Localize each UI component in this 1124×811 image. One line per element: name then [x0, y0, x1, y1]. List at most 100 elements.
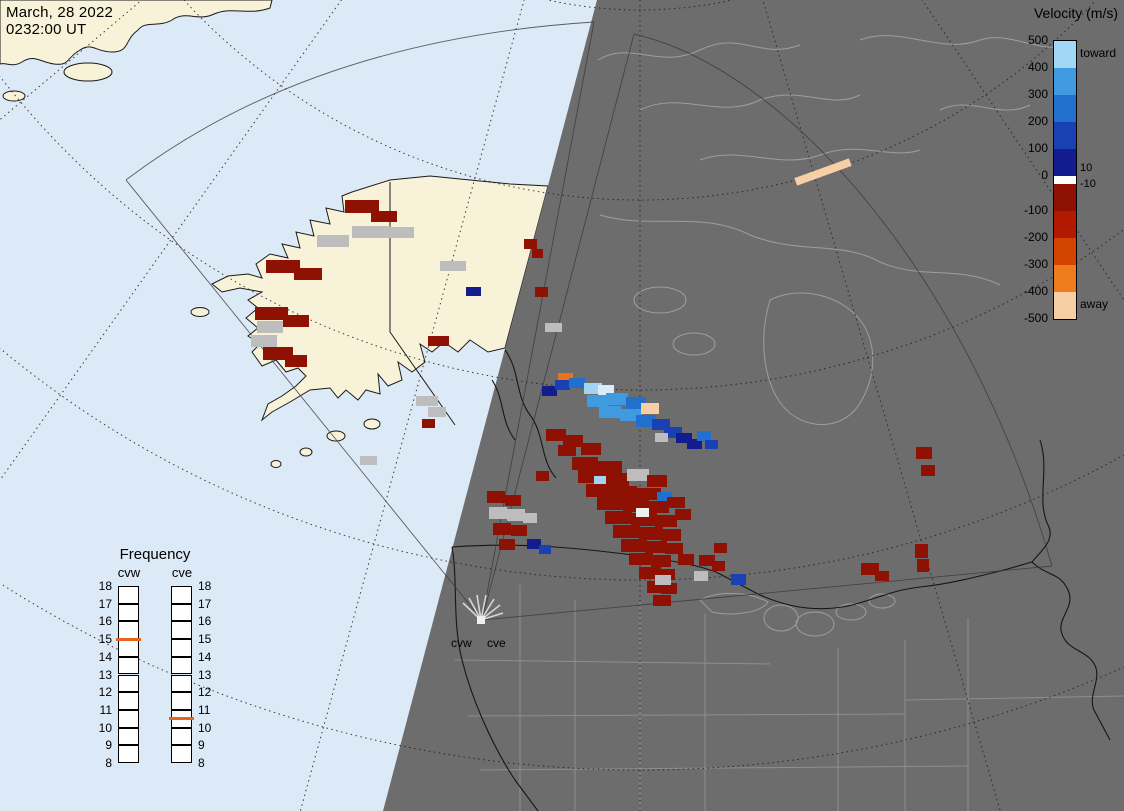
colorbar-tick-label: -200 — [1008, 230, 1048, 244]
frequency-box — [171, 621, 192, 639]
frequency-box — [118, 692, 139, 710]
frequency-box — [118, 657, 139, 675]
echo-cell — [251, 335, 277, 347]
echo-cell — [487, 491, 505, 503]
echo-cell — [712, 561, 725, 571]
colorbar-tick-label: 0 — [1008, 168, 1048, 182]
echo-cell — [532, 249, 543, 258]
frequency-tick-label: 12 — [198, 685, 232, 699]
frequency-tick-label: 13 — [78, 668, 112, 682]
echo-cell — [536, 471, 549, 481]
echo-cell — [599, 406, 621, 418]
frequency-tick-label: 14 — [198, 650, 232, 664]
frequency-tick-label: 15 — [78, 632, 112, 646]
echo-cell — [627, 469, 649, 481]
away-label: away — [1080, 297, 1108, 311]
frequency-tick-label: 18 — [198, 579, 232, 593]
frequency-box — [118, 728, 139, 746]
echo-cell — [917, 559, 929, 572]
echo-cell — [572, 457, 598, 470]
echo-cell — [523, 513, 537, 523]
frequency-box — [118, 710, 139, 728]
echo-cell — [694, 571, 708, 581]
echo-cell — [507, 509, 525, 521]
echo-cell — [569, 378, 585, 388]
colorbar-segment — [1054, 122, 1076, 149]
frequency-tick-label: 8 — [198, 756, 232, 770]
colorbar-tick-label: 500 — [1008, 33, 1048, 47]
frequency-tick-label: 12 — [78, 685, 112, 699]
frequency-tick-label: 14 — [78, 650, 112, 664]
echo-cell — [545, 323, 562, 332]
echo-cell — [489, 507, 507, 519]
echo-cell — [613, 525, 640, 538]
toward-label: toward — [1080, 46, 1116, 60]
frequency-tick-label: 11 — [198, 703, 232, 717]
date-text: March, 28 2022 — [6, 4, 113, 21]
colorbar-segment — [1054, 149, 1076, 176]
timestamp-block: March, 28 2022 0232:00 UT — [6, 4, 113, 38]
echo-cell — [542, 386, 557, 396]
frequency-box — [171, 657, 192, 675]
island — [3, 91, 25, 101]
echo-cell — [647, 475, 667, 487]
echo-cell — [678, 554, 694, 565]
colorbar-segment — [1054, 265, 1076, 292]
island — [271, 461, 281, 468]
echo-cell — [539, 545, 551, 554]
echo-cell — [371, 211, 397, 222]
echo-cell — [665, 543, 683, 554]
frequency-tick-label: 16 — [78, 614, 112, 628]
echo-cell — [505, 495, 521, 506]
colorbar-tick-label: 400 — [1008, 60, 1048, 74]
frequency-tick-label: 8 — [78, 756, 112, 770]
echo-cell — [535, 287, 548, 297]
echo-cell — [629, 553, 653, 565]
colorbar-segment — [1054, 292, 1076, 319]
frequency-box — [118, 675, 139, 693]
colorbar-tick-label: -400 — [1008, 284, 1048, 298]
echo-cell — [605, 511, 632, 524]
time-text: 0232:00 UT — [6, 21, 113, 38]
echo-cell — [731, 574, 746, 585]
frequency-tick-label: 15 — [198, 632, 232, 646]
frequency-column-label-cvw: cvw — [110, 565, 148, 580]
echo-cell — [587, 395, 608, 407]
island — [364, 419, 380, 429]
frequency-box — [118, 621, 139, 639]
frequency-tick-label: 9 — [198, 738, 232, 752]
colorbar-bar — [1053, 40, 1077, 320]
frequency-tick-label: 16 — [198, 614, 232, 628]
frequency-marker-cve — [169, 717, 194, 720]
island — [64, 63, 112, 81]
map-canvas — [0, 0, 1124, 811]
echo-cell — [524, 239, 537, 249]
echo-cell — [697, 431, 711, 441]
echo-cell — [360, 456, 377, 465]
gap-plus10-label: 10 — [1080, 162, 1092, 174]
gap-minus10-label: -10 — [1080, 178, 1096, 190]
echo-cell — [647, 501, 669, 513]
echo-cell — [416, 396, 438, 406]
echo-cell — [294, 268, 322, 280]
frequency-box — [171, 604, 192, 622]
echo-cell — [921, 465, 935, 476]
colorbar-tick-label: 200 — [1008, 114, 1048, 128]
echo-cell — [714, 543, 727, 553]
frequency-box — [118, 745, 139, 763]
echo-cell — [285, 355, 307, 367]
frequency-box — [171, 586, 192, 604]
colorbar-segment — [1054, 184, 1076, 211]
echo-cell — [661, 529, 681, 541]
colorbar-segment — [1054, 238, 1076, 265]
echo-cell — [655, 433, 668, 442]
echo-cell — [655, 515, 677, 527]
frequency-tick-label: 11 — [78, 703, 112, 717]
echo-cell — [651, 555, 671, 567]
colorbar-segment — [1054, 68, 1076, 95]
echo-cell — [916, 447, 932, 459]
frequency-tick-label: 17 — [78, 597, 112, 611]
echo-cell — [606, 393, 628, 405]
echo-cell — [645, 541, 667, 553]
echo-cell — [317, 235, 349, 247]
